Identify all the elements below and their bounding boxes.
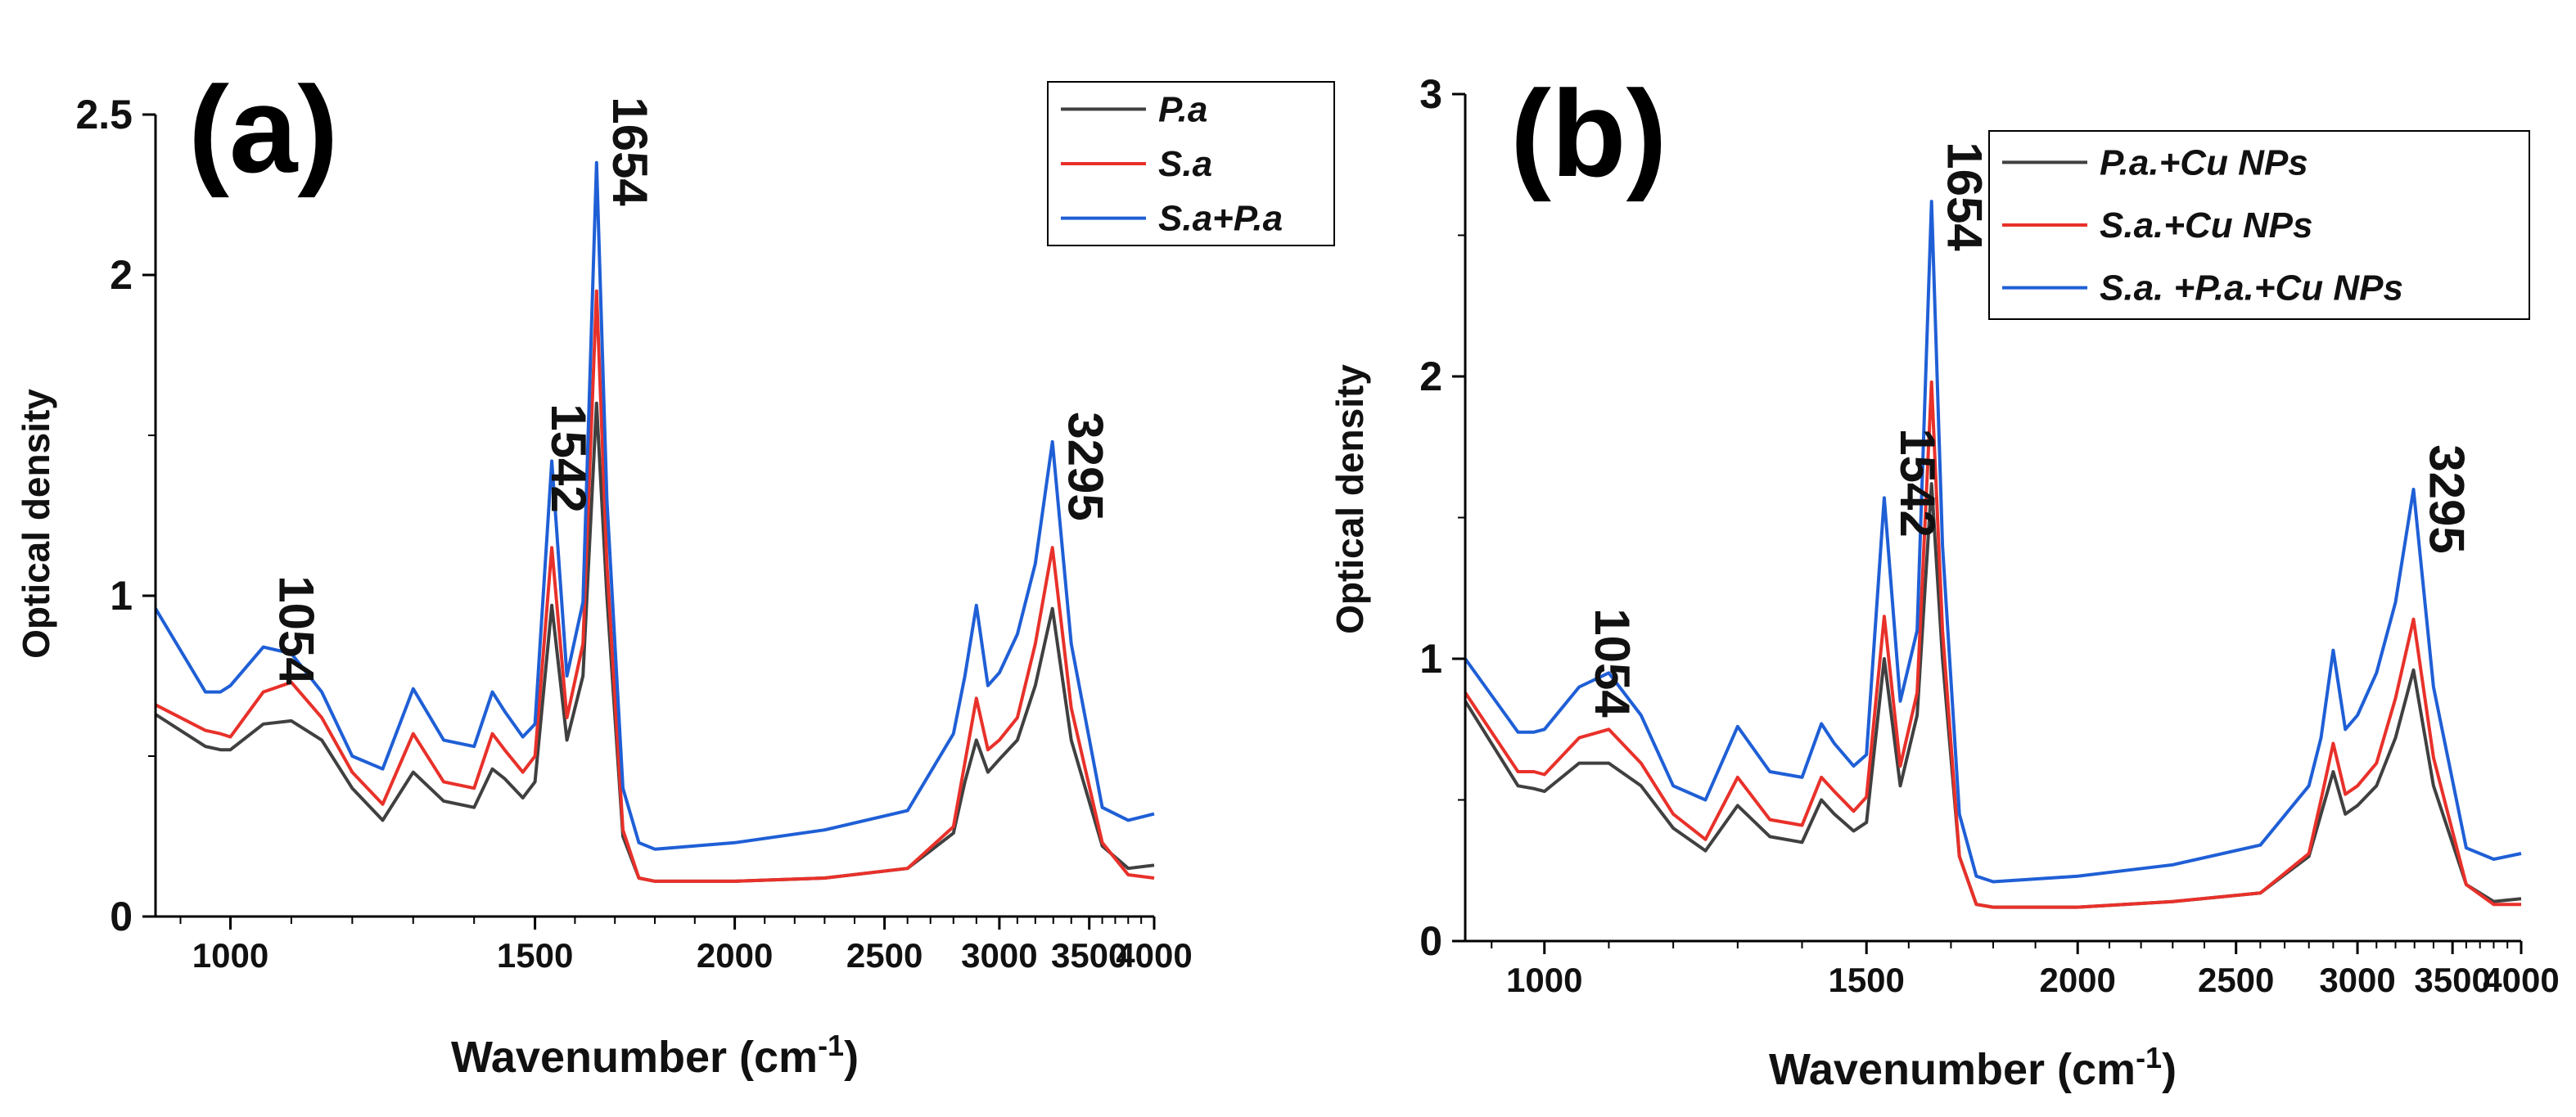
y-tick-label: 0 — [110, 894, 133, 939]
peak-label-1054: 1054 — [269, 575, 324, 685]
x-tick-label: 3500 — [1051, 936, 1127, 975]
series-line-3 — [1464, 200, 2522, 884]
panel-a-y-axis-label: Optical density — [15, 389, 57, 659]
x-tick-label: 2500 — [2198, 961, 2274, 999]
x-tick-label: 4000 — [2483, 961, 2559, 999]
panel-b-peak-labels: 1054 1542 1654 3295 — [1585, 142, 2474, 718]
legend-entry-2: S.a.+Cu NPs — [2100, 205, 2312, 245]
panel-a-label: (a) — [188, 61, 338, 198]
panel-b-y-axis-label: Optical density — [1329, 364, 1371, 634]
panel-a-plot-area — [156, 115, 1154, 917]
x-tick-label: 4000 — [1116, 936, 1192, 975]
series-line-1 — [1464, 482, 2522, 909]
peak-label-1542: 1542 — [541, 403, 596, 512]
legend-entry-1: P.a — [1158, 89, 1207, 129]
peak-label-1542: 1542 — [1890, 428, 1945, 537]
legend-entry-3: S.a+P.a — [1158, 199, 1283, 239]
peak-label-3295: 3295 — [1058, 412, 1113, 520]
x-tick-label: 1500 — [497, 936, 573, 975]
panel-a-x-axis-label: Wavenumber (cm-1) — [451, 1029, 859, 1083]
panel-a-series — [154, 160, 1155, 883]
x-tick-label: 2000 — [697, 936, 773, 975]
panel-b-series — [1464, 200, 2522, 909]
peak-label-3295: 3295 — [2420, 444, 2474, 553]
series-line-3 — [154, 160, 1155, 851]
series-line-2 — [1464, 380, 2521, 909]
x-tick-label: 2000 — [2039, 961, 2115, 999]
y-tick-label: 2.5 — [75, 92, 133, 137]
y-tick-label: 3 — [1419, 71, 1442, 117]
series-line-1 — [154, 401, 1155, 883]
legend-entry-1: P.a.+Cu NPs — [2100, 142, 2308, 182]
x-tick-label: 3000 — [961, 936, 1037, 975]
legend-entry-2: S.a — [1158, 144, 1212, 184]
x-tick-label: 2500 — [846, 936, 923, 975]
series-line-2 — [155, 289, 1155, 883]
x-tick-label: 1000 — [192, 936, 268, 975]
x-tick-label: 1000 — [1506, 961, 1582, 999]
y-tick-label: 0 — [1419, 918, 1442, 964]
x-tick-label: 3500 — [2414, 961, 2490, 999]
legend-entry-3: S.a. +P.a.+Cu NPs — [2100, 268, 2403, 309]
panel-a-legend: P.a S.a S.a+P.a — [1047, 81, 1335, 246]
x-tick-label: 3000 — [2319, 961, 2395, 999]
y-tick-label: 2 — [110, 252, 133, 298]
y-tick-label: 2 — [1419, 354, 1442, 399]
peak-label-1654: 1654 — [602, 97, 657, 206]
peak-label-1654: 1654 — [1938, 142, 1992, 251]
panel-b-label: (b) — [1510, 65, 1667, 202]
panel-b-x-axis-label: Wavenumber (cm-1) — [1769, 1041, 2177, 1095]
x-tick-label: 1500 — [1828, 961, 1904, 999]
panel-a-peak-labels: 1054 1542 1654 3295 — [269, 97, 1113, 685]
y-tick-label: 1 — [110, 573, 133, 619]
y-tick-label: 1 — [1419, 636, 1442, 682]
peak-label-1054: 1054 — [1585, 608, 1640, 718]
panel-b-legend: P.a.+Cu NPs S.a.+Cu NPs S.a. +P.a.+Cu NPs — [1988, 130, 2530, 320]
